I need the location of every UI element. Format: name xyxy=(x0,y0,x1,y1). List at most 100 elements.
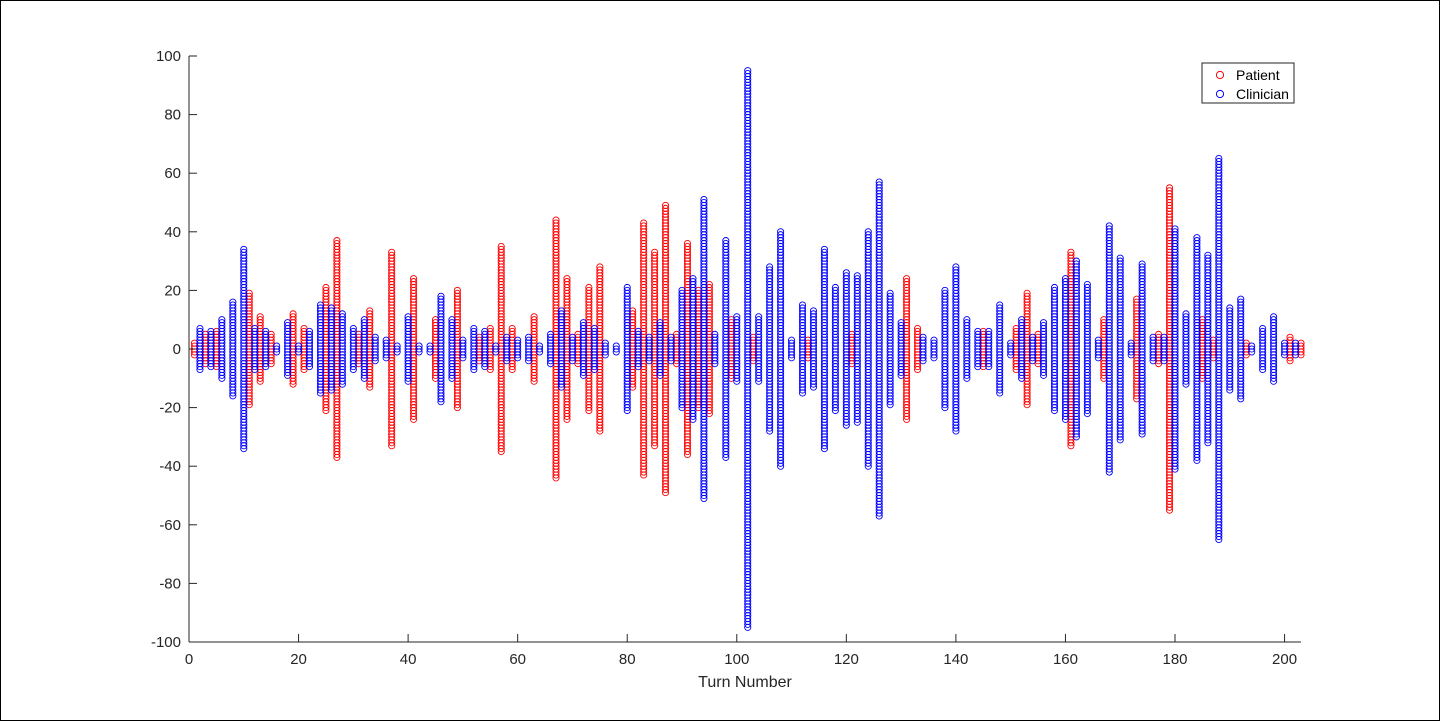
data-point xyxy=(574,333,582,341)
data-point xyxy=(201,330,209,338)
data-point xyxy=(804,339,812,347)
turn-column xyxy=(218,316,226,382)
data-point xyxy=(475,336,483,344)
data-point xyxy=(1023,289,1031,297)
data-point xyxy=(1133,295,1141,303)
turn-column xyxy=(525,333,533,365)
turn-column xyxy=(486,324,494,374)
data-point xyxy=(1242,339,1250,347)
data-point xyxy=(229,301,237,309)
data-point xyxy=(563,278,571,286)
turn-column xyxy=(289,310,297,388)
data-point xyxy=(393,342,401,350)
data-point xyxy=(316,304,325,312)
data-point xyxy=(503,333,511,341)
data-point xyxy=(1165,184,1174,192)
data-point xyxy=(360,319,368,327)
turn-column xyxy=(481,327,489,371)
turn-column xyxy=(262,327,270,371)
turn-column xyxy=(1083,280,1091,418)
turn-column xyxy=(1270,313,1278,385)
turn-column xyxy=(1198,316,1206,382)
turn-column xyxy=(431,316,440,382)
turn-column xyxy=(273,342,281,356)
turn-column xyxy=(267,330,275,368)
turn-column xyxy=(903,275,911,423)
data-point xyxy=(300,324,308,333)
data-point xyxy=(245,292,253,300)
data-point xyxy=(1286,336,1294,344)
turn-column xyxy=(546,330,555,368)
data-point xyxy=(1012,324,1020,333)
data-point xyxy=(1155,333,1163,341)
turn-column xyxy=(886,289,894,409)
data-point xyxy=(218,316,226,324)
data-points-layer xyxy=(190,67,1305,631)
turn-column xyxy=(788,336,796,362)
data-point xyxy=(426,342,434,350)
turn-column xyxy=(848,330,856,368)
turn-column xyxy=(251,324,259,374)
turn-column xyxy=(366,307,374,391)
data-point xyxy=(1067,251,1075,259)
turn-column xyxy=(333,237,341,461)
data-point xyxy=(563,275,571,283)
data-point xyxy=(1100,316,1108,324)
turn-column xyxy=(338,310,346,388)
turn-column xyxy=(284,319,292,379)
turn-column xyxy=(355,330,363,368)
turn-column xyxy=(1286,333,1294,365)
turn-column xyxy=(300,324,308,374)
data-point xyxy=(497,242,505,250)
turn-column xyxy=(804,336,812,362)
data-point xyxy=(508,324,516,333)
data-point xyxy=(196,324,204,333)
turn-column xyxy=(453,286,461,412)
data-point xyxy=(245,289,253,297)
turn-column xyxy=(1034,330,1042,368)
data-point xyxy=(190,339,199,347)
data-point xyxy=(355,330,363,338)
data-point xyxy=(683,242,692,250)
data-point xyxy=(393,345,401,353)
data-point xyxy=(848,330,856,338)
data-point xyxy=(596,266,604,274)
data-point xyxy=(338,310,346,318)
data-point xyxy=(295,345,303,353)
data-point xyxy=(207,330,215,338)
data-point xyxy=(448,316,456,324)
turn-column xyxy=(1067,248,1075,450)
data-point xyxy=(1286,333,1294,341)
turn-column xyxy=(470,324,478,374)
data-point xyxy=(749,336,757,344)
turn-column xyxy=(766,263,774,435)
data-point xyxy=(267,333,275,341)
data-point xyxy=(1165,187,1174,195)
data-point xyxy=(683,239,692,248)
turn-column xyxy=(629,307,637,391)
data-point xyxy=(415,345,423,353)
turn-column xyxy=(229,298,237,400)
data-point xyxy=(585,286,593,294)
data-point xyxy=(437,292,445,300)
turn-column xyxy=(1012,324,1020,374)
turn-column xyxy=(585,283,593,415)
data-point xyxy=(804,336,812,344)
data-point xyxy=(426,345,434,353)
data-point xyxy=(256,313,264,321)
data-point xyxy=(289,310,297,318)
data-point xyxy=(459,339,467,347)
turn-column xyxy=(536,342,544,356)
data-point xyxy=(366,310,374,318)
data-point xyxy=(1242,342,1250,350)
turn-column xyxy=(1182,310,1190,388)
data-point xyxy=(503,336,511,344)
data-point xyxy=(410,275,418,283)
data-point xyxy=(284,319,292,327)
data-point xyxy=(1133,298,1141,306)
data-point xyxy=(492,342,500,350)
data-point xyxy=(672,333,681,341)
data-point xyxy=(662,204,670,212)
data-point xyxy=(1198,316,1206,324)
